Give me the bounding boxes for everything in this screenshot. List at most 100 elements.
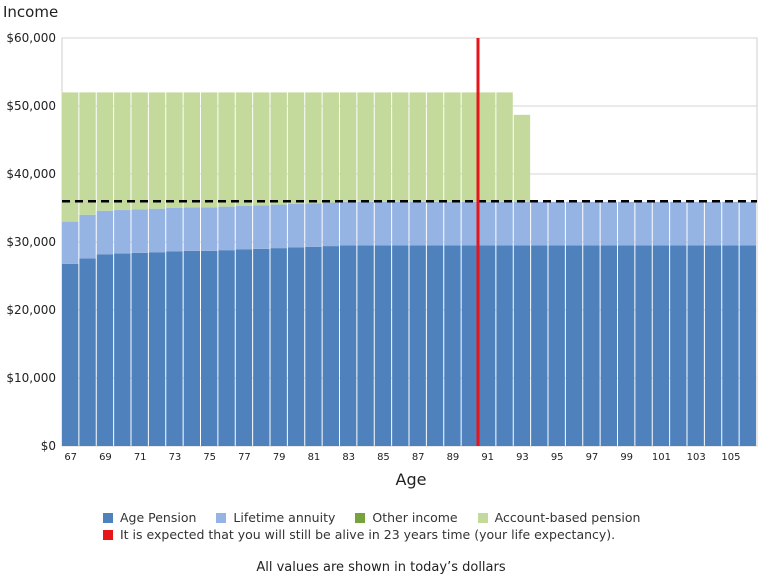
y-tick-label: $50,000 — [6, 99, 56, 113]
bar-segment — [479, 245, 496, 446]
bar-segment — [479, 92, 496, 202]
bar-segment — [652, 245, 670, 446]
bar-segment — [583, 245, 600, 446]
life-expectancy-label: It is expected that you will still be al… — [120, 527, 616, 542]
bar-segment — [513, 245, 531, 446]
x-tick-label: 79 — [273, 452, 286, 463]
bar-segment — [722, 245, 739, 446]
bar-segment — [479, 201, 496, 246]
bar-segment — [131, 209, 148, 253]
bar-segment — [374, 201, 392, 246]
x-tick-label: 91 — [481, 452, 494, 463]
bar-segment — [739, 201, 756, 246]
x-tick-label: 81 — [308, 452, 321, 463]
bar-segment — [253, 92, 270, 206]
y-tick-label: $30,000 — [6, 235, 56, 249]
bar-segment — [548, 245, 565, 446]
bar-segment — [183, 250, 200, 446]
bar-segment — [96, 92, 114, 211]
bar-segment — [409, 92, 426, 202]
bar-segment — [426, 92, 444, 202]
y-tick-label: $40,000 — [6, 167, 56, 181]
bar-segment — [235, 249, 253, 446]
bar-segment — [287, 92, 305, 204]
bar-segment — [444, 92, 461, 202]
x-tick-label: 89 — [447, 452, 460, 463]
bar-segment — [565, 201, 583, 246]
legend-marker-row: It is expected that you will still be al… — [103, 526, 660, 543]
legend-item: Lifetime annuity — [216, 510, 335, 525]
bar-segment — [496, 245, 513, 446]
bar-segment — [513, 114, 531, 202]
x-tick-label: 73 — [169, 452, 182, 463]
bar-segment — [687, 245, 704, 446]
bar-segment — [253, 205, 270, 249]
bar-segment — [704, 245, 722, 446]
legend-label: Lifetime annuity — [233, 510, 336, 525]
bar-segment — [62, 263, 79, 446]
bar-segment — [131, 92, 148, 210]
legend-swatch — [355, 512, 366, 523]
bar-segment — [166, 92, 183, 208]
bar-segment — [600, 245, 617, 446]
x-tick-label: 103 — [687, 452, 706, 463]
x-tick-label: 87 — [412, 452, 425, 463]
bar-segment — [62, 221, 79, 264]
legend-item: Age Pension — [103, 510, 196, 525]
bar-segment — [687, 201, 704, 246]
x-tick-label: 83 — [342, 452, 355, 463]
x-tick-label: 77 — [238, 452, 251, 463]
bar-segment — [305, 92, 322, 204]
bar-segment — [670, 245, 687, 446]
bar-segment — [287, 203, 305, 248]
bar-segment — [357, 92, 374, 202]
y-tick-label: $0 — [41, 439, 56, 453]
bar-segment — [235, 205, 253, 250]
bar-segment — [583, 201, 600, 246]
bar-segment — [357, 245, 374, 446]
bar-segment — [218, 92, 235, 207]
legend-item: Account-based pension — [477, 510, 640, 525]
legend-label: Other income — [372, 510, 458, 525]
bar-segment — [201, 92, 218, 208]
bar-segment — [183, 207, 200, 251]
bar-segment — [739, 245, 756, 446]
bar-segment — [618, 245, 635, 446]
bar-segment — [635, 201, 652, 246]
bar-segment — [426, 245, 444, 446]
bar-segment — [392, 92, 409, 202]
legend-series-row: Age Pension Lifetime annuity Other income A… — [103, 509, 660, 526]
bar-segment — [531, 201, 548, 246]
bar-segment — [270, 92, 287, 205]
bar-segment — [652, 201, 670, 246]
bar-segment — [148, 92, 166, 209]
bar-segment — [166, 208, 183, 252]
bar-segment — [374, 245, 392, 446]
bar-segment — [253, 248, 270, 446]
bar-segment — [114, 210, 131, 254]
bar-segment — [79, 92, 96, 215]
bar-segment — [79, 214, 96, 259]
bar-segment — [704, 201, 722, 246]
x-tick-label: 97 — [586, 452, 599, 463]
bar-segment — [305, 246, 322, 446]
bar-segment — [322, 202, 339, 247]
bar-segment — [357, 201, 374, 246]
legend-swatch — [103, 512, 113, 523]
bar-segment — [340, 92, 357, 202]
x-tick-label: 69 — [99, 452, 112, 463]
bar-segment — [670, 201, 687, 246]
bar-segment — [148, 208, 166, 253]
bar-segment — [270, 204, 287, 249]
reference-lines — [62, 38, 757, 446]
bar-segment — [600, 201, 617, 246]
bar-segment — [444, 201, 461, 246]
bar-segment — [496, 92, 513, 202]
bar-segment — [444, 245, 461, 446]
x-tick-label: 95 — [551, 452, 564, 463]
income-chart: Income $0 $10,000 $20,000 $30,000 $40,000 $50… — [3, 3, 758, 489]
y-tick-label: $10,000 — [6, 371, 56, 385]
bar-segment — [287, 247, 305, 446]
x-tick-label: 99 — [620, 452, 633, 463]
bar-segment — [409, 201, 426, 246]
